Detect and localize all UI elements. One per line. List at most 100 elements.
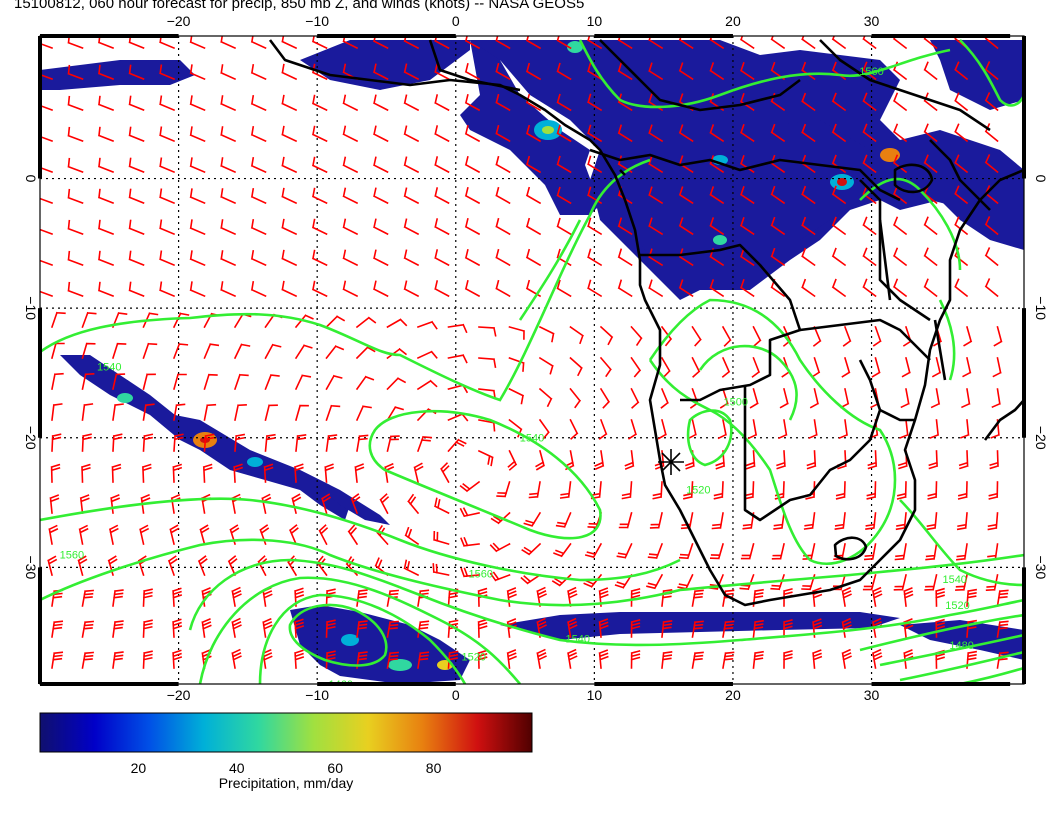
wind-barb [233, 373, 249, 391]
wind-barb [740, 543, 755, 560]
wind-barb [801, 185, 816, 205]
wind-barb [996, 620, 1009, 638]
wind-barb [81, 589, 94, 607]
wind-barb [739, 185, 755, 205]
wind-barb [966, 619, 978, 638]
wind-barb [923, 216, 938, 236]
wind-barb [925, 543, 938, 561]
wind-barb [142, 650, 153, 669]
contour-label: 1560 [468, 569, 492, 581]
wind-barb [97, 157, 115, 174]
wind-barb [617, 124, 633, 143]
wind-barb [434, 249, 450, 267]
wind-barb [926, 512, 938, 531]
wind-barb [434, 63, 450, 81]
wind-barb [112, 433, 123, 452]
wind-barb [250, 280, 267, 298]
wind-barb [434, 187, 450, 205]
border-9 [859, 179, 931, 322]
wind-barb [931, 357, 942, 378]
wind-barb [233, 343, 251, 360]
wind-barb [812, 325, 822, 347]
wind-barb [587, 124, 603, 143]
wind-barb [838, 419, 849, 440]
wind-barb [587, 155, 603, 174]
wind-barb [739, 216, 755, 236]
wind-barb [201, 618, 212, 638]
wind-barb [416, 379, 438, 391]
wind-barb [51, 372, 64, 390]
wind-barb [536, 617, 547, 638]
wind-barb [862, 92, 877, 112]
wind-barb [587, 279, 603, 298]
wind-barb [250, 249, 267, 267]
wind-barb [231, 493, 242, 514]
wind-barb [495, 62, 511, 81]
wind-barb [691, 651, 704, 669]
wind-barb [966, 650, 978, 669]
wind-barb [67, 95, 84, 112]
lon-tick-label-bottom: 0 [452, 687, 460, 703]
wind-barb [295, 433, 307, 452]
colorbar: 20 40 60 80 [39, 712, 533, 776]
lake-tanganyika [878, 219, 892, 301]
wind-barb [711, 512, 724, 530]
lat-tick-label-right: −20 [1033, 426, 1049, 450]
wind-barb [648, 279, 664, 298]
colorbar-ticks: 20 40 60 80 [131, 760, 442, 776]
lake-malawi [933, 319, 947, 381]
wind-barb [201, 649, 212, 669]
wind-barb [556, 186, 572, 205]
wind-barb [386, 377, 407, 391]
wind-barb [739, 573, 755, 591]
wind-barb [51, 403, 63, 421]
wind-barb [128, 281, 145, 298]
wind-barb [892, 278, 908, 298]
colorbar-label: Precipitation, mm/day [218, 775, 354, 791]
wind-barb [954, 185, 969, 205]
wind-barb [617, 279, 633, 298]
wind-barb [506, 618, 517, 638]
wind-barb [954, 278, 969, 298]
wind-barb [311, 36, 328, 50]
wind-barb [189, 126, 206, 143]
contour-1500-low [198, 576, 521, 684]
wind-barb [263, 463, 274, 483]
wind-barb [556, 93, 572, 112]
wind-barb [594, 450, 605, 471]
wind-barb [97, 250, 115, 267]
wind-barb [234, 404, 247, 421]
wind-barb [264, 374, 280, 391]
wind-barb [525, 186, 542, 205]
border-10 [929, 139, 991, 211]
wind-barb [459, 507, 480, 518]
wind-barb [159, 188, 176, 205]
wind-barb [616, 542, 633, 559]
wind-barb [771, 543, 785, 560]
contour-label: 1480 [949, 640, 973, 652]
wind-barb [984, 61, 999, 81]
wind-barb [495, 155, 511, 174]
wind-barb [739, 123, 755, 143]
wind-barb [386, 435, 400, 452]
wind-barb [264, 404, 278, 421]
wind-barb [752, 650, 764, 669]
wind-barb [903, 587, 914, 607]
wind-barb [802, 543, 816, 560]
wind-barb [108, 524, 119, 545]
wind-barb [139, 524, 150, 545]
wind-barb [81, 433, 92, 452]
wind-barb [831, 36, 847, 50]
wind-barb [862, 154, 877, 174]
wind-barb [599, 387, 611, 409]
wind-barb [862, 247, 877, 267]
wind-barb [231, 586, 242, 607]
wind-barb [386, 318, 408, 329]
contour-east-africa-2 [938, 299, 956, 381]
wind-barb [617, 62, 633, 81]
wind-barb [525, 217, 542, 236]
lon-tick-label-bottom: 30 [864, 687, 880, 703]
precip-patch-atlantic-nw [40, 60, 195, 90]
wind-barb [957, 481, 968, 500]
wind-barb [678, 186, 694, 205]
